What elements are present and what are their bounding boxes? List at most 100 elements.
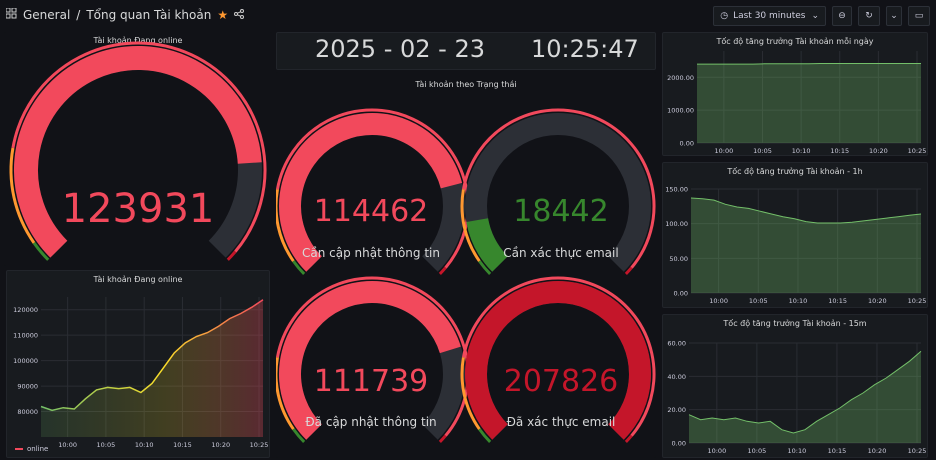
series-line-online [40, 299, 264, 412]
daily-growth-panel: Tốc độ tăng trưởng Tài khoản mỗi ngày 0.… [662, 32, 928, 156]
x-tick-label: 10:10 [789, 297, 808, 305]
gauge-value: 123931 [61, 186, 215, 232]
series-line [697, 63, 921, 65]
y-tick-label: 110000 [13, 332, 38, 340]
time-range-label: Last 30 minutes [733, 11, 806, 21]
gauge-fill [465, 281, 651, 440]
y-tick-label: 40.00 [667, 373, 686, 381]
star-icon[interactable]: ★ [217, 8, 229, 22]
refresh-icon: ↻ [865, 11, 873, 21]
gauge-threshold [11, 41, 267, 253]
zoom-out-icon: ⊖ [838, 11, 846, 21]
zoom-out-button[interactable]: ⊖ [832, 6, 852, 26]
legend-label: online [27, 445, 49, 453]
legend-swatch [15, 448, 23, 450]
gauge-label: Cần cập nhật thông tin [302, 246, 440, 260]
x-tick-label: 10:25 [908, 147, 927, 155]
monitor-icon: ▭ [914, 11, 924, 21]
quarter-growth-panel: Tốc độ tăng trưởng Tài khoản - 15m 0.00 2… [662, 314, 928, 458]
gauge-threshold [292, 260, 306, 275]
hourly-growth-chart: 0.00 50.00 100.00 150.00 10:00 10:05 10:10 10:1… [665, 186, 927, 306]
panel-title: Tài khoản Đang online [93, 275, 183, 284]
refresh-button[interactable]: ↻ [858, 6, 880, 26]
y-tick-label: 100000 [13, 357, 38, 365]
series-line [688, 350, 922, 434]
quarter-growth-chart: 0.00 20.00 40.00 60.00 10:00 10:05 10:10 10:15 1… [667, 340, 927, 456]
breadcrumb: General / Tổng quan Tài khoản ★ [5, 7, 245, 22]
x-tick-label: 10:15 [173, 441, 192, 449]
x-tick-label: 10:15 [828, 297, 847, 305]
panel-title: Tốc độ tăng trưởng Tài khoản mỗi ngày [716, 37, 874, 46]
gauge-threshold [276, 357, 295, 430]
x-tick-label: 10:00 [715, 147, 734, 155]
panel-title: Tốc độ tăng trưởng Tài khoản - 15m [723, 319, 867, 328]
x-tick-label: 10:25 [908, 447, 927, 455]
tv-mode-button[interactable]: ▭ [908, 6, 930, 26]
gauge-threshold [624, 266, 633, 275]
gauge-value: 18442 [513, 194, 609, 229]
x-tick-label: 10:15 [830, 147, 849, 155]
y-tick-label: 1000.00 [667, 107, 694, 115]
daily-growth-chart: 0.00 1000.00 2000.00 10:00 10:05 10:10 10:15 10… [667, 51, 927, 155]
gauge-threshold [438, 266, 447, 275]
gauge-track [465, 113, 651, 272]
clock-panel: 2025 - 02 - 23 10:25:47 [276, 32, 656, 70]
share-icon[interactable] [234, 8, 245, 22]
x-tick-label: 10:10 [788, 447, 807, 455]
breadcrumb-separator: / [76, 8, 81, 22]
y-tick-label: 100.00 [665, 220, 688, 228]
gauge-value: 207826 [503, 364, 619, 399]
chevron-down-icon: ⌄ [890, 11, 898, 21]
x-tick-label: 10:00 [58, 441, 77, 449]
refresh-interval-dropdown[interactable]: ⌄ [886, 6, 902, 26]
chart-legend: online [15, 445, 48, 453]
x-tick-label: 10:10 [792, 147, 811, 155]
clock-time: 10:25:47 [531, 35, 639, 63]
y-tick-label: 20.00 [667, 406, 686, 414]
hourly-growth-panel: Tốc độ tăng trưởng Tài khoản - 1h 0.00 50… [662, 162, 928, 308]
gauge-label: Cần xác thực email [503, 246, 619, 260]
gauge-threshold [478, 428, 492, 443]
x-tick-label: 10:20 [868, 297, 887, 305]
gauge-threshold [460, 357, 481, 430]
clock-icon: ◷ [720, 11, 729, 21]
x-tick-label: 10:25 [250, 441, 269, 449]
x-tick-label: 10:20 [868, 447, 887, 455]
x-tick-label: 10:10 [135, 441, 154, 449]
gauge-threshold [276, 189, 295, 262]
online-chart-panel: Tài khoản Đang online 80000 90000 100000 11… [6, 270, 270, 458]
gauge-threshold [438, 434, 447, 443]
y-tick-label: 0.00 [680, 140, 694, 148]
gauge-threshold [478, 260, 492, 275]
x-tick-label: 10:00 [707, 447, 726, 455]
panel-title: Tài khoản Đang online [93, 36, 183, 45]
gauge-threshold [226, 250, 237, 261]
y-tick-label: 150.00 [665, 186, 688, 194]
online-gauge-panel: Tài khoản Đang online 123931 [4, 32, 272, 266]
panel-title: Tài khoản theo Trạng thái [415, 80, 517, 89]
status-gauges-svg [276, 108, 656, 443]
x-tick-label: 10:05 [749, 297, 768, 305]
x-tick-label: 10:25 [908, 297, 927, 305]
series-area [697, 63, 921, 143]
panel-title: Tốc độ tăng trưởng Tài khoản - 1h [727, 167, 863, 176]
x-tick-label: 10:20 [211, 441, 230, 449]
gauge-threshold [292, 428, 306, 443]
dashboard-title[interactable]: Tổng quan Tài khoản [86, 8, 212, 22]
x-tick-label: 10:20 [869, 147, 888, 155]
dashboards-grid-icon[interactable] [5, 7, 17, 22]
gauge-fill [466, 217, 509, 272]
gauge-label: Đã xác thực email [506, 415, 616, 429]
gauge-threshold [461, 276, 656, 437]
x-tick-label: 10:05 [97, 441, 116, 449]
time-range-picker[interactable]: ◷ Last 30 minutes ⌄ [713, 6, 826, 26]
top-bar: General / Tổng quan Tài khoản ★ ◷ Last 3… [0, 0, 936, 32]
y-tick-label: 0.00 [674, 290, 688, 298]
series-line [690, 197, 922, 224]
y-tick-label: 80000 [17, 408, 38, 416]
breadcrumb-root[interactable]: General [23, 8, 71, 22]
x-tick-label: 10:05 [753, 147, 772, 155]
x-tick-label: 10:15 [828, 447, 847, 455]
gauge-threshold [460, 189, 481, 262]
gauge-fill [279, 113, 463, 272]
